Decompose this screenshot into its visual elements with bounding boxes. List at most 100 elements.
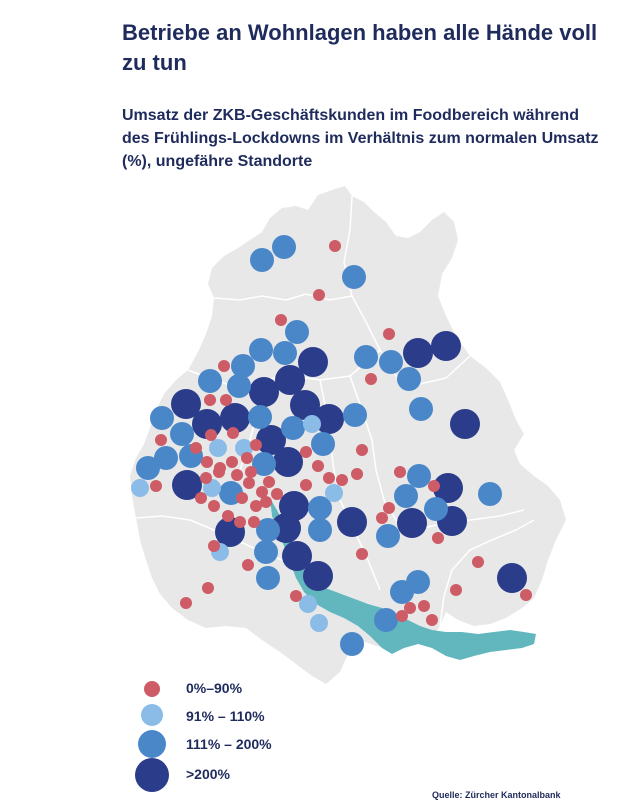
location-marker-dark [298,347,328,377]
legend-label-light: 91% – 110% [186,708,265,724]
location-marker-red [180,597,192,609]
location-marker-mid [227,374,251,398]
location-marker-light [209,439,227,457]
location-marker-red [204,394,216,406]
map-title: Betriebe an Wohnlagen haben alle Hände v… [122,20,598,75]
location-marker-mid [272,235,296,259]
location-marker-red [150,480,162,492]
location-marker-red [351,468,363,480]
location-marker-red [520,589,532,601]
location-marker-red [202,582,214,594]
location-marker-mid [150,406,174,430]
location-marker-red [190,442,202,454]
location-marker-mid [256,518,280,542]
location-marker-red [300,479,312,491]
location-marker-red [263,476,275,488]
location-marker-dark [314,404,344,434]
location-marker-red [450,584,462,596]
location-marker-mid [424,497,448,521]
location-marker-red [231,469,243,481]
location-marker-mid [285,320,309,344]
location-marker-red [218,360,230,372]
location-marker-red [243,477,255,489]
location-marker-mid [154,446,178,470]
location-marker-mid [308,496,332,520]
location-marker-red [250,500,262,512]
location-marker-mid [198,369,222,393]
location-marker-red [226,456,238,468]
legend-swatch-dark [135,758,169,792]
location-marker-light [299,595,317,613]
canton-outline [130,186,566,684]
location-marker-mid [248,405,272,429]
location-marker-red [195,492,207,504]
location-marker-red [256,486,268,498]
location-marker-mid [252,452,276,476]
location-marker-red [383,328,395,340]
location-marker-red [241,452,253,464]
location-marker-red [220,394,232,406]
location-marker-red [155,434,167,446]
legend-label-red: 0%–90% [186,680,243,696]
location-marker-mid [256,566,280,590]
location-marker-mid [249,338,273,362]
location-marker-red [200,472,212,484]
location-marker-mid [343,403,367,427]
location-marker-light [131,479,149,497]
location-marker-mid [281,416,305,440]
location-marker-mid [308,518,332,542]
location-marker-dark [397,508,427,538]
location-marker-light [325,484,343,502]
location-marker-red [222,510,234,522]
location-marker-mid [407,464,431,488]
location-marker-red [329,240,341,252]
location-marker-red [275,314,287,326]
map-subtitle: Umsatz der ZKB-Geschäftskunden im Foodbe… [122,107,599,170]
location-marker-mid [170,422,194,446]
location-marker-mid [354,345,378,369]
location-marker-red [472,556,484,568]
location-marker-red [227,427,239,439]
location-marker-mid [254,540,278,564]
location-marker-dark [171,389,201,419]
location-marker-mid [136,456,160,480]
location-marker-red [312,460,324,472]
location-marker-dark [337,507,367,537]
location-marker-red [313,289,325,301]
location-marker-red [236,492,248,504]
location-marker-mid [376,524,400,548]
legend-label-mid: 111% – 200% [186,736,272,752]
location-marker-dark [497,563,527,593]
location-marker-dark [450,409,480,439]
location-marker-dark [431,331,461,361]
location-marker-red [356,444,368,456]
location-marker-dark [290,390,320,420]
location-marker-red [208,540,220,552]
location-marker-red [426,614,438,626]
location-marker-dark [275,365,305,395]
location-marker-light [310,614,328,632]
location-marker-dark [256,425,286,455]
location-marker-red [201,456,213,468]
location-marker-dark [172,470,202,500]
location-marker-dark [303,561,333,591]
location-marker-red [365,373,377,385]
location-marker-red [205,429,217,441]
location-marker-dark [403,338,433,368]
location-marker-mid [379,350,403,374]
location-marker-red [213,466,225,478]
location-marker-red [418,600,430,612]
location-marker-mid [273,341,297,365]
location-marker-mid [478,482,502,506]
location-marker-red [356,548,368,560]
location-marker-red [376,512,388,524]
legend-swatch-red [144,681,160,697]
location-marker-dark [220,403,250,433]
location-marker-dark [433,473,463,503]
location-marker-mid [250,248,274,272]
location-marker-red [245,466,257,478]
location-marker-mid [340,632,364,656]
location-marker-red [432,532,444,544]
location-markers [131,235,532,656]
